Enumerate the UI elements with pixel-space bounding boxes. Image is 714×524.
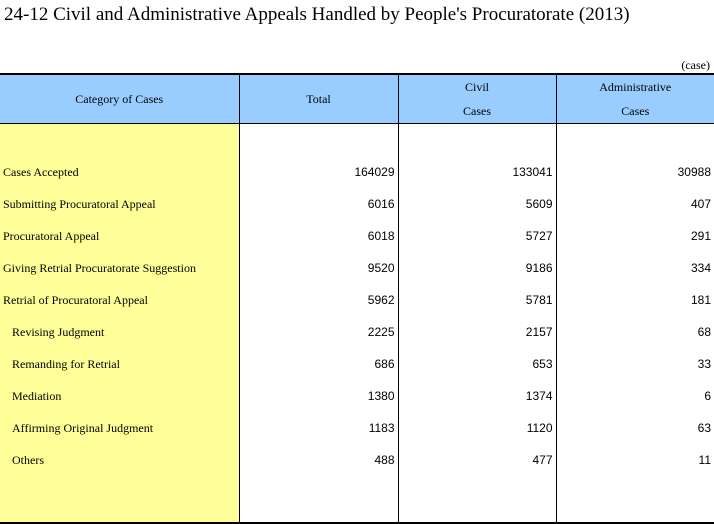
row-label: Mediation xyxy=(0,380,239,412)
cell-civil: 1120 xyxy=(398,412,556,444)
row-label: Retrial of Procuratoral Appeal xyxy=(0,284,239,316)
row-label: Revising Judgment xyxy=(0,316,239,348)
table-row: Affirming Original Judgment 1183 1120 63 xyxy=(0,412,714,444)
spacer-cell xyxy=(0,124,239,157)
cell-total: 1380 xyxy=(239,380,398,412)
cell-total: 488 xyxy=(239,444,398,476)
table-row: Retrial of Procuratoral Appeal 5962 5781… xyxy=(0,284,714,316)
table-row: Giving Retrial Procuratorate Suggestion … xyxy=(0,252,714,284)
spacer-cell xyxy=(556,476,714,523)
row-label: Submitting Procuratoral Appeal xyxy=(0,188,239,220)
table-row: Revising Judgment 2225 2157 68 xyxy=(0,316,714,348)
header-civil-line2: Cases xyxy=(399,99,556,123)
header-category: Category of Cases xyxy=(0,74,239,124)
spacer-cell xyxy=(239,124,398,157)
cell-admin: 33 xyxy=(556,348,714,380)
cell-civil: 5609 xyxy=(398,188,556,220)
spacer-cell xyxy=(398,476,556,523)
header-civil: Civil Cases xyxy=(398,74,556,124)
cell-admin: 6 xyxy=(556,380,714,412)
spacer-cell xyxy=(0,476,239,523)
cell-total: 1183 xyxy=(239,412,398,444)
spacer-row xyxy=(0,476,714,523)
row-label: Giving Retrial Procuratorate Suggestion xyxy=(0,252,239,284)
header-admin-line1: Administrative xyxy=(557,75,714,99)
cell-civil: 5727 xyxy=(398,220,556,252)
header-admin-line2: Cases xyxy=(557,99,714,123)
cell-total: 2225 xyxy=(239,316,398,348)
cell-total: 5962 xyxy=(239,284,398,316)
cell-civil: 9186 xyxy=(398,252,556,284)
row-label: Cases Accepted xyxy=(0,156,239,188)
spacer-cell xyxy=(398,124,556,157)
cell-admin: 407 xyxy=(556,188,714,220)
header-civil-line1: Civil xyxy=(399,75,556,99)
spacer-cell xyxy=(556,124,714,157)
row-label: Affirming Original Judgment xyxy=(0,412,239,444)
cell-admin: 68 xyxy=(556,316,714,348)
cell-admin: 181 xyxy=(556,284,714,316)
table-row: Submitting Procuratoral Appeal 6016 5609… xyxy=(0,188,714,220)
cell-admin: 291 xyxy=(556,220,714,252)
table-row: Mediation 1380 1374 6 xyxy=(0,380,714,412)
appeals-table: Category of Cases Total Civil Cases Admi… xyxy=(0,73,714,524)
row-label: Remanding for Retrial xyxy=(0,348,239,380)
cell-civil: 653 xyxy=(398,348,556,380)
cell-civil: 1374 xyxy=(398,380,556,412)
table-row: Others 488 477 11 xyxy=(0,444,714,476)
cell-civil: 2157 xyxy=(398,316,556,348)
cell-civil: 5781 xyxy=(398,284,556,316)
page-title: 24-12 Civil and Administrative Appeals H… xyxy=(4,4,630,26)
cell-total: 9520 xyxy=(239,252,398,284)
header-admin: Administrative Cases xyxy=(556,74,714,124)
cell-admin: 334 xyxy=(556,252,714,284)
spacer-cell xyxy=(239,476,398,523)
cell-admin: 63 xyxy=(556,412,714,444)
header-total: Total xyxy=(239,74,398,124)
cell-civil: 133041 xyxy=(398,156,556,188)
table-row: Cases Accepted 164029 133041 30988 xyxy=(0,156,714,188)
cell-total: 6016 xyxy=(239,188,398,220)
cell-civil: 477 xyxy=(398,444,556,476)
spacer-row xyxy=(0,124,714,157)
cell-admin: 11 xyxy=(556,444,714,476)
cell-total: 686 xyxy=(239,348,398,380)
header-row: Category of Cases Total Civil Cases Admi… xyxy=(0,74,714,124)
unit-label: (case) xyxy=(681,58,710,73)
cell-admin: 30988 xyxy=(556,156,714,188)
cell-total: 164029 xyxy=(239,156,398,188)
row-label: Procuratoral Appeal xyxy=(0,220,239,252)
row-label: Others xyxy=(0,444,239,476)
table-row: Remanding for Retrial 686 653 33 xyxy=(0,348,714,380)
table-row: Procuratoral Appeal 6018 5727 291 xyxy=(0,220,714,252)
cell-total: 6018 xyxy=(239,220,398,252)
